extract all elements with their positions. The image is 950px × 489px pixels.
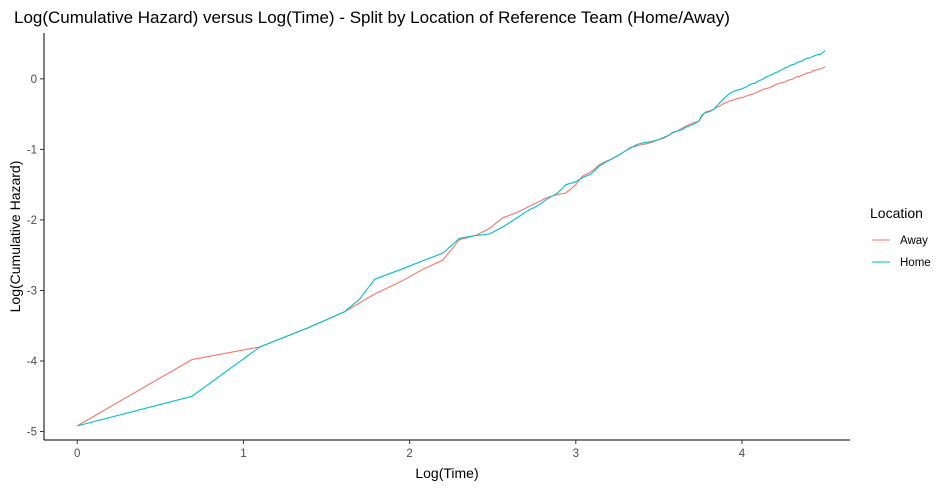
y-tick-label: -5 — [27, 427, 37, 439]
series-layer — [76, 50, 826, 427]
legend-label-away: Away — [900, 235, 928, 247]
chart-title: Log(Cumulative Hazard) versus Log(Time) … — [14, 8, 730, 27]
y-tick-label: -3 — [27, 285, 37, 297]
y-tick-label: -1 — [27, 144, 37, 156]
x-axis-title: Log(Time) — [415, 465, 478, 481]
y-axis-title: Log(Cumulative Hazard) — [7, 161, 23, 313]
legend-items: Away Home — [872, 235, 931, 269]
x-tick-label: 3 — [573, 448, 579, 460]
y-tick-label: -2 — [27, 215, 37, 227]
legend: Location Away Home — [870, 205, 931, 269]
plot-panel: 0 1 2 3 4 -5 -4 -3 -2 -1 0 — [27, 33, 850, 460]
legend-title: Location — [870, 205, 923, 221]
x-tick-label: 2 — [406, 448, 412, 460]
series-line-home — [77, 50, 826, 427]
x-tick-label: 4 — [739, 448, 746, 460]
legend-label-home: Home — [900, 257, 931, 269]
x-tick-label: 0 — [74, 448, 80, 460]
x-tick-label: 1 — [240, 448, 246, 460]
y-tick-label: -4 — [27, 356, 38, 368]
x-axis-ticks: 0 1 2 3 4 — [74, 440, 746, 460]
y-tick-label: 0 — [31, 74, 37, 86]
y-axis-ticks: -5 -4 -3 -2 -1 0 — [27, 74, 44, 439]
